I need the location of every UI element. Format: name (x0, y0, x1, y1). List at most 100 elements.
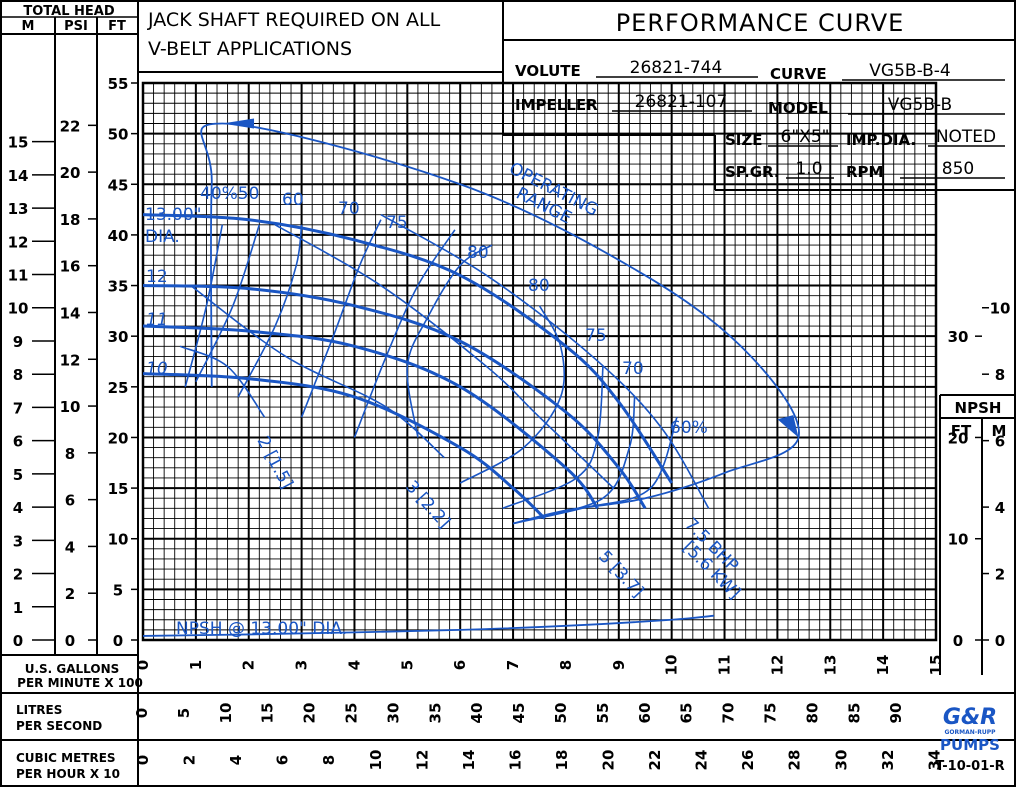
logo-mark: G&R (943, 705, 997, 730)
eff-70-label: 70 (338, 199, 360, 219)
lps-tick-label: 0 (133, 708, 151, 718)
gpm-tick-label: 13 (821, 655, 839, 676)
head-curve (142, 372, 546, 520)
impdia-value: NOTED (936, 127, 996, 147)
npsh-ft-tick-label: 30 (948, 328, 969, 346)
axis-ticks: 0510152025303540455055012345678910111213… (8, 75, 945, 770)
m-tick-label: 15 (8, 134, 29, 152)
npsh-ft-tick-label: 10 (948, 531, 969, 549)
m-tick-label: 9 (13, 333, 23, 351)
npsh-curve (142, 614, 715, 637)
gpm-tick-label: 9 (610, 660, 628, 670)
bhp-line (274, 224, 615, 489)
efficiency-contour (195, 224, 261, 383)
psi-tick-label: 0 (65, 632, 75, 650)
note-line-2: V-BELT APPLICATIONS (148, 38, 352, 60)
cmh-tick-label: 6 (274, 755, 292, 765)
cmh-tick-label: 14 (460, 750, 478, 771)
eff-75-label: 75 (386, 213, 408, 233)
lps-tick-label: 65 (678, 703, 696, 724)
curve-label: CURVE (770, 65, 827, 83)
lps-label-1: LITRES (16, 703, 62, 717)
gpm-tick-label: 11 (716, 655, 734, 676)
lps-label-2: PER SECOND (16, 719, 102, 733)
head-curve (142, 213, 673, 484)
ft-tick-label: 50 (108, 126, 129, 144)
efficiency-contour (406, 244, 493, 438)
col-ft-label: FT (108, 19, 126, 34)
model-label: MODEL (768, 99, 828, 117)
model-value: VG5B-B (888, 95, 952, 115)
lps-tick-label: 30 (384, 703, 402, 724)
cmh-tick-label: 2 (181, 755, 199, 765)
psi-tick-label: 12 (60, 351, 81, 369)
cmh-label-2: PER HOUR X 10 (16, 767, 120, 781)
cmh-tick-label: 32 (879, 750, 897, 771)
npsh-m-tick-label: 6 (995, 433, 1005, 451)
spec-block: VOLUTE 26821-744 CURVE VG5B-B-4 IMPELLER… (515, 58, 1005, 181)
lps-tick-label: 60 (636, 703, 654, 724)
imp-10-label: 10 (146, 359, 168, 379)
eff-80-label-a: 80 (467, 243, 489, 263)
ft-tick-label: 20 (108, 429, 129, 447)
logo-name: GORMAN-RUPP (944, 729, 996, 736)
eff-60-label: 60 (282, 190, 304, 210)
impdia-label: IMP.DIA. (846, 131, 916, 149)
ft-tick-label: 15 (108, 480, 129, 498)
m-tick-label: 4 (13, 499, 23, 517)
gpm-tick-label: 15 (927, 655, 945, 676)
efficiency-contour (502, 366, 604, 510)
lps-tick-label: 80 (803, 703, 821, 724)
m-tick-label: 11 (8, 267, 29, 285)
cmh-tick-label: 18 (553, 750, 571, 771)
efficiency-contour (237, 224, 303, 398)
rpm-value: 850 (942, 159, 974, 179)
cmh-tick-label: 34 (925, 750, 943, 771)
lps-tick-label: 10 (217, 703, 235, 724)
psi-tick-label: 14 (60, 304, 81, 322)
lps-tick-label: 20 (301, 703, 319, 724)
chart-annotations: OPERATING RANGE 13.00" DIA. 40%50 60 70 … (145, 159, 744, 639)
gpm-label-2: PER MINUTE X 100 (17, 676, 143, 690)
col-m-label: M (22, 19, 35, 34)
total-head-label: TOTAL HEAD (23, 4, 114, 19)
impeller-label: IMPELLER (515, 96, 598, 114)
lps-tick-label: 25 (342, 703, 360, 724)
gorman-rupp-logo: G&R GORMAN-RUPP PUMPS (940, 705, 1000, 754)
curve-value: VG5B-B-4 (869, 61, 950, 81)
volute-value: 26821-744 (630, 58, 723, 78)
col-psi-label: PSI (64, 19, 88, 34)
lps-tick-label: 5 (175, 708, 193, 718)
lps-tick-label: 75 (761, 703, 779, 724)
npsh-box-title: NPSH (955, 399, 1002, 417)
performance-curves (142, 118, 800, 637)
lps-tick-label: 35 (426, 703, 444, 724)
page-title: PERFORMANCE CURVE (616, 9, 905, 37)
dia-label-2: DIA. (145, 227, 180, 247)
eff-80-label-b: 80 (528, 276, 550, 296)
m-tick-label: 6 (13, 433, 23, 451)
cmh-tick-label: 12 (413, 750, 431, 771)
note-line-1: JACK SHAFT REQUIRED ON ALL (147, 9, 441, 31)
npsh-m-tick-label: 8 (995, 366, 1005, 384)
m-tick-label: 8 (13, 366, 23, 384)
psi-tick-label: 16 (60, 258, 81, 276)
m-tick-label: 1 (13, 599, 23, 617)
m-tick-label: 13 (8, 200, 29, 218)
lps-tick-label: 85 (845, 703, 863, 724)
m-tick-label: 10 (8, 300, 29, 318)
lps-tick-label: 55 (594, 703, 612, 724)
m-tick-label: 14 (8, 167, 29, 185)
psi-tick-label: 4 (65, 538, 75, 556)
npsh-ft-tick-label: 20 (948, 429, 969, 447)
cmh-tick-label: 4 (227, 755, 245, 765)
efficiency-contour (300, 219, 382, 418)
npsh-m-tick-label: 4 (995, 499, 1005, 517)
psi-tick-label: 2 (65, 585, 75, 603)
ft-tick-label: 25 (108, 379, 129, 397)
m-tick-label: 2 (13, 566, 23, 584)
efficiency-contour (184, 224, 224, 388)
ft-tick-label: 55 (108, 75, 129, 93)
